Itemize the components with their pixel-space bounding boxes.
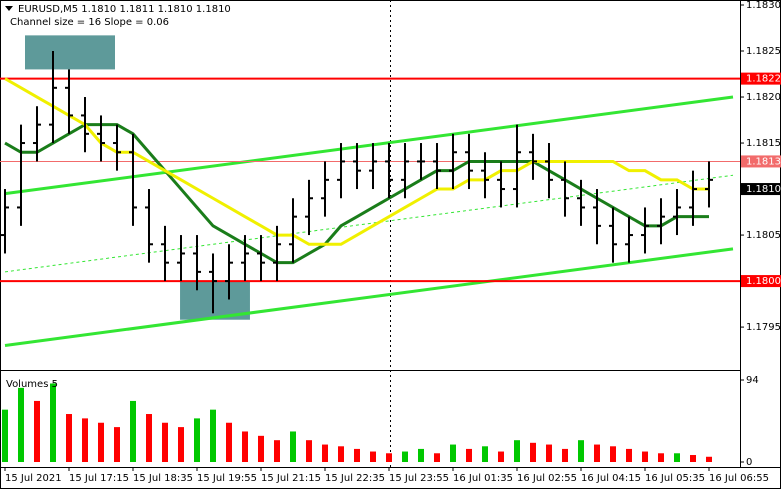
volume-bar [626,448,632,462]
price-label: 1.1822 [746,74,781,85]
trendline [4,247,734,347]
volume-bar [98,422,104,462]
x-tick-label: 15 Jul 19:55 [197,473,257,484]
zone [25,35,115,70]
x-tick-label: 15 Jul 17:15 [69,473,129,484]
volume-bar [658,453,664,462]
volume-bar [370,451,376,462]
x-tick-label: 16 Jul 06:55 [709,473,769,484]
volume-bar [290,431,296,462]
volume-bar [434,453,440,462]
volume-bar [34,400,40,462]
y-tick-label: 0 [746,457,752,468]
menu-icon [5,6,13,11]
volume-bar [674,453,680,462]
moving-average [4,123,709,265]
moving-average [4,77,709,246]
volume-bar [578,440,584,462]
volume-bar [2,409,8,462]
volume-bar [642,451,648,462]
volume-bar [178,427,184,462]
volume-bar [546,444,552,462]
price-label: 1.1813 [746,156,781,167]
volume-bar [258,435,264,462]
price-label-box [741,183,781,196]
x-tick-label: 16 Jul 02:55 [517,473,577,484]
volume-bar [322,444,328,462]
volume-bar [610,446,616,462]
volume-bar [114,427,120,462]
volume-bar [514,440,520,462]
volume-bar [242,431,248,462]
trendline [4,174,734,273]
indicator-label: Channel size = 16 Slope = 0.06 [10,17,169,28]
x-tick-label: 15 Jul 22:35 [325,473,385,484]
price-label-box [741,275,781,288]
y-tick-label: 1.1815 [746,138,781,149]
volume-bar [482,446,488,462]
volume-bar [402,451,408,462]
volume-bar [146,414,152,462]
y-tick-label: 1.1830 [746,0,781,11]
volume-bar [50,383,56,462]
y-tick-label: 1.1820 [746,92,781,103]
x-tick-label: 16 Jul 04:15 [581,473,641,484]
volume-bar [594,444,600,462]
x-tick-label: 16 Jul 01:35 [453,473,513,484]
volume-bar [706,456,712,462]
volume-bar [450,444,456,462]
price-label-box [741,72,781,85]
volume-bar [338,446,344,462]
x-tick-label: 15 Jul 23:55 [389,473,449,484]
x-tick-label: 15 Jul 18:35 [133,473,193,484]
y-tick-label: 1.1795 [746,322,781,333]
volume-bar [194,418,200,462]
volume-bar [162,422,168,462]
y-tick-label: 1.1825 [746,46,781,57]
volume-bar [386,453,392,462]
volume-bar [562,448,568,462]
price-label: 1.1810 [746,184,781,195]
y-tick-label: 1.1805 [746,230,781,241]
volume-bar [226,422,232,462]
volume-bar [466,448,472,462]
volume-bar [82,418,88,462]
volume-bar [498,451,504,462]
volume-title: Volumes 5 [6,379,58,390]
x-tick-label: 15 Jul 21:15 [261,473,321,484]
volume-bar [210,409,216,462]
volume-bar [274,440,280,462]
volume-bar [354,448,360,462]
x-tick-label: 15 Jul 2021 [5,473,62,484]
volume-bar [418,448,424,462]
x-tick-label: 16 Jul 05:35 [645,473,705,484]
volume-bar [306,440,312,462]
volume-bar [18,387,24,462]
volume-bar [690,455,696,462]
volume-bar [530,442,536,462]
price-label-box [741,155,781,168]
trendline [4,95,734,196]
price-label: 1.1800 [746,276,781,287]
y-tick-label: 94 [746,375,759,386]
chart-title: EURUSD,M5 1.1810 1.1811 1.1810 1.1810 [18,4,231,15]
volume-bar [130,400,136,462]
volume-bar [66,414,72,462]
